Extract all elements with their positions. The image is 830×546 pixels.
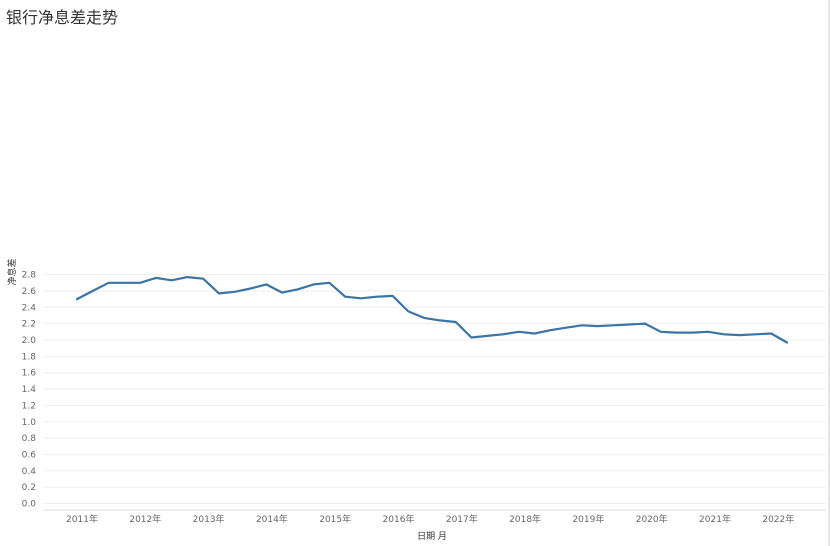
x-tick-label: 2019年 <box>572 513 604 525</box>
series-line <box>75 276 789 344</box>
x-tick-label: 2013年 <box>193 513 225 525</box>
x-tick-label: 2017年 <box>446 513 478 525</box>
x-axis-title: 日期 月 <box>417 531 447 542</box>
y-axis-title: 净息差 <box>6 258 18 285</box>
y-tick-label: 0.6 <box>22 450 37 460</box>
x-tick-label: 2011年 <box>66 513 98 525</box>
x-tick-label: 2021年 <box>699 513 731 525</box>
y-tick-label: 2.2 <box>22 320 36 330</box>
x-tick-label: 2012年 <box>129 513 161 525</box>
x-tick-label: 2014年 <box>256 513 288 525</box>
y-tick-label: 0.8 <box>22 434 37 444</box>
x-tick-label: 2016年 <box>383 513 415 525</box>
y-tick-label: 1.2 <box>22 401 36 411</box>
x-tick-label: 2018年 <box>509 513 541 525</box>
y-tick-label: 1.0 <box>22 418 37 428</box>
y-tick-label: 0.0 <box>22 500 37 510</box>
x-tick-label: 2022年 <box>762 513 794 525</box>
panel-divider <box>828 0 830 546</box>
x-tick-label: 2015年 <box>319 513 351 525</box>
y-tick-label: 1.8 <box>22 352 37 362</box>
y-tick-label: 2.8 <box>22 271 37 281</box>
y-tick-label: 1.4 <box>22 385 37 395</box>
y-tick-label: 2.4 <box>22 303 37 313</box>
gridlines <box>44 274 826 511</box>
y-tick-label: 2.6 <box>22 287 37 297</box>
chart-title: 银行净息差走势 <box>6 8 119 27</box>
y-tick-label: 0.4 <box>22 467 37 477</box>
y-tick-label: 0.2 <box>22 483 36 493</box>
y-axis-ticks: 0.0 0.2 0.4 0.6 0.8 1.0 1.2 1.4 1.6 1.8 2.0 2.2 2.4 2… <box>22 271 37 510</box>
x-tick-label: 2020年 <box>636 513 668 525</box>
y-tick-label: 2.0 <box>22 336 37 346</box>
x-axis-ticks: 2011年 2012年 2013年 2014年 2015年 2016年 2017年 2018年… <box>66 513 794 525</box>
y-tick-label: 1.6 <box>22 369 37 379</box>
series-layer <box>75 276 789 344</box>
